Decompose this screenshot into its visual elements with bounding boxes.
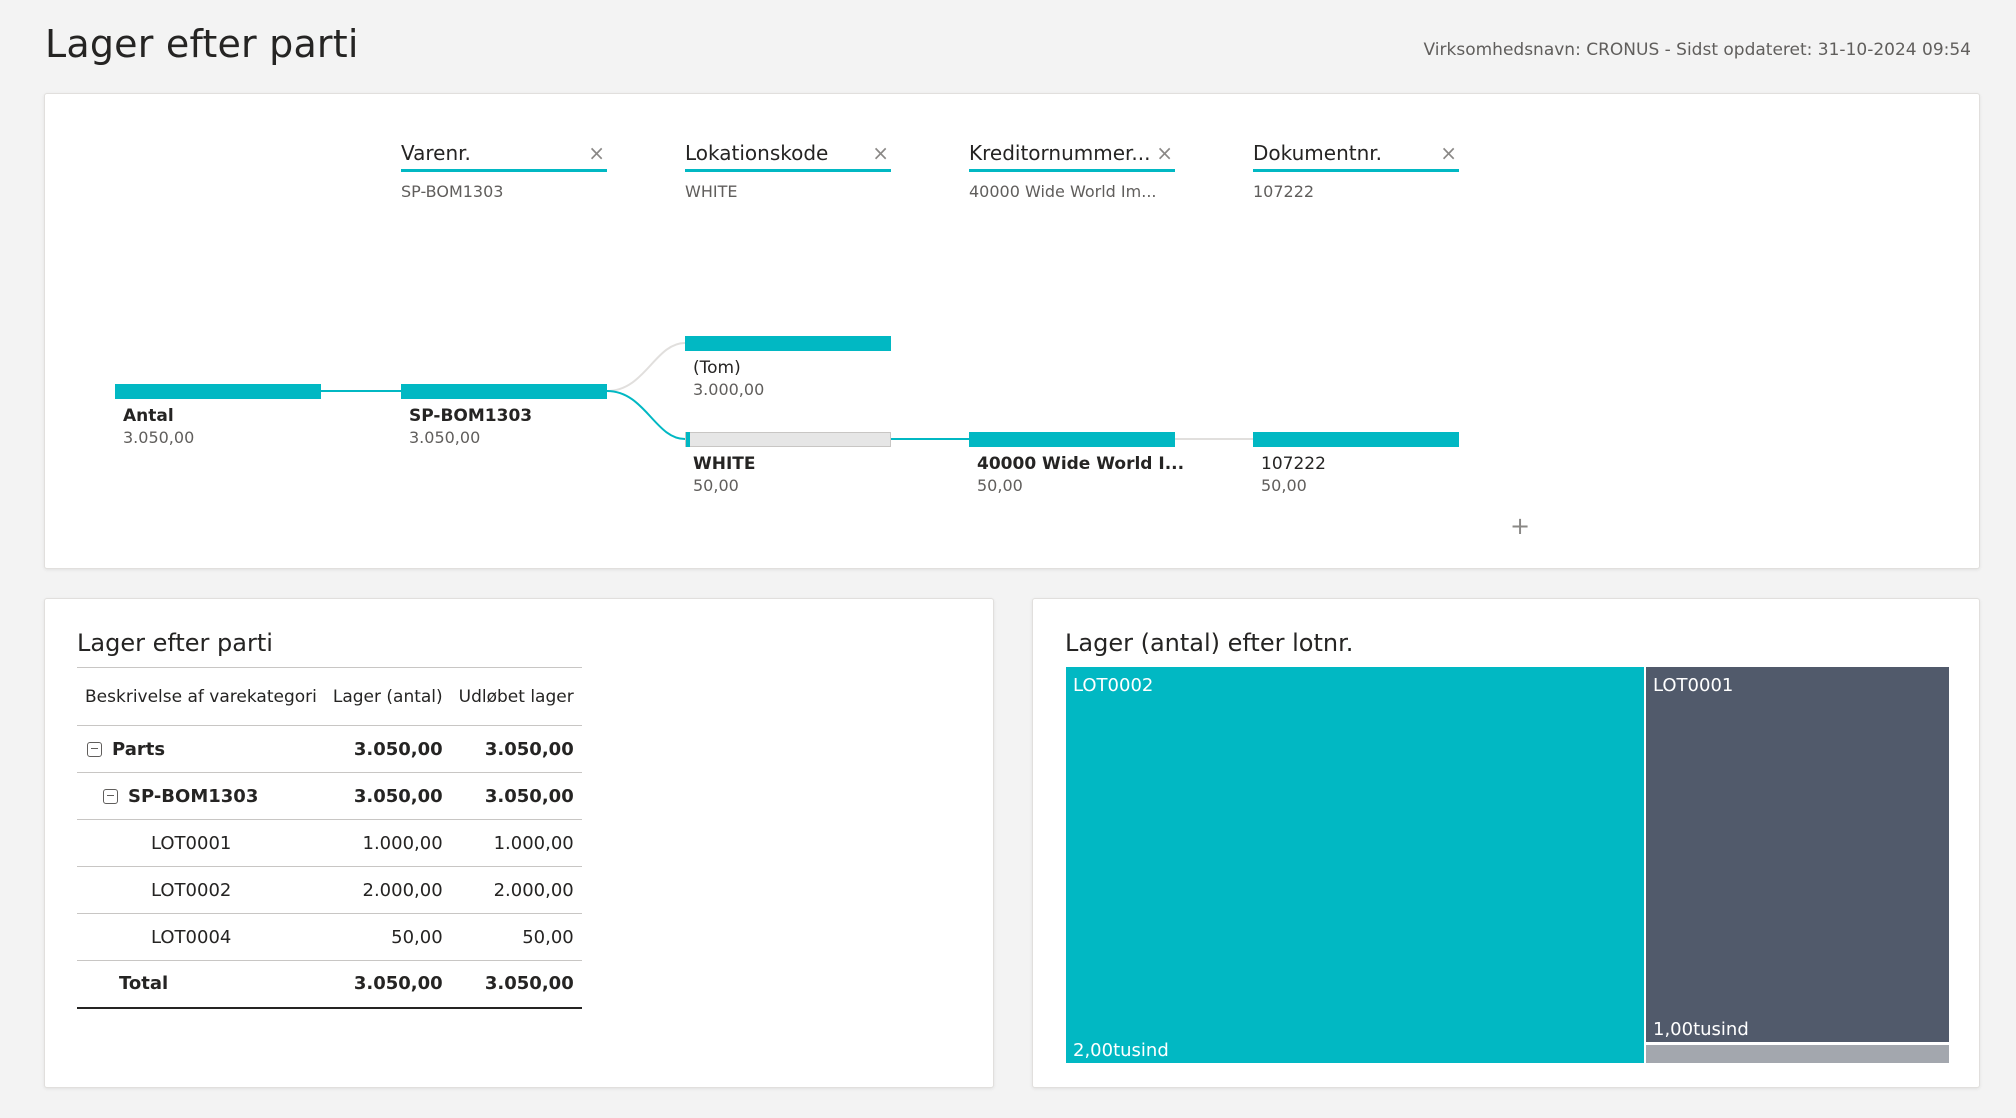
expand-plus-icon[interactable]: + bbox=[1510, 512, 1531, 540]
level-title: Lokationskode bbox=[685, 141, 829, 165]
level-selected-value: WHITE bbox=[685, 182, 738, 201]
connector-item-tom bbox=[606, 342, 686, 392]
level-selected-value: SP-BOM1303 bbox=[401, 182, 504, 201]
tile-value: 2,00tusind bbox=[1073, 1040, 1169, 1061]
node-value: 3.050,00 bbox=[409, 428, 481, 447]
treemap-tile-lot0002[interactable]: LOT0002 2,00tusind bbox=[1066, 667, 1644, 1063]
node-bar bbox=[115, 384, 321, 399]
tile-label: LOT0001 bbox=[1653, 675, 1734, 696]
row-expired: 3.050,00 bbox=[450, 960, 582, 1009]
row-qty: 3.050,00 bbox=[324, 725, 451, 773]
node-location-tom[interactable]: (Tom) 3.000,00 bbox=[685, 336, 891, 399]
node-label: WHITE bbox=[693, 454, 756, 474]
node-value: 50,00 bbox=[977, 476, 1023, 495]
node-document[interactable]: 107222 50,00 bbox=[1253, 432, 1459, 495]
node-bar bbox=[685, 432, 891, 447]
node-bar bbox=[1253, 432, 1459, 447]
row-expired: 50,00 bbox=[450, 913, 582, 961]
treemap-visual[interactable]: Lager (antal) efter lotnr. LOT0002 2,00t… bbox=[1032, 598, 1980, 1088]
row-label: SP-BOM1303 bbox=[128, 785, 259, 807]
row-qty: 1.000,00 bbox=[324, 819, 451, 867]
node-bar bbox=[401, 384, 607, 399]
level-selected-value: 40000 Wide World Im... bbox=[969, 182, 1157, 201]
node-item[interactable]: SP-BOM1303 3.050,00 bbox=[401, 384, 607, 447]
node-value: 50,00 bbox=[1261, 476, 1307, 495]
row-label: Parts bbox=[112, 738, 166, 760]
node-label: (Tom) bbox=[693, 358, 741, 378]
close-icon[interactable]: × bbox=[588, 141, 605, 165]
matrix-title: Lager efter parti bbox=[77, 629, 273, 657]
level-selected-value: 107222 bbox=[1253, 182, 1315, 201]
node-bar bbox=[685, 336, 891, 351]
matrix-visual[interactable]: Lager efter parti Beskrivelse af varekat… bbox=[44, 598, 994, 1088]
collapse-icon[interactable] bbox=[103, 788, 118, 804]
level-title: Kreditornummer... bbox=[969, 141, 1151, 165]
node-label: 107222 bbox=[1261, 454, 1326, 474]
table-row: SP-BOM1303 3.050,00 3.050,00 bbox=[77, 772, 582, 820]
row-expired: 1.000,00 bbox=[450, 819, 582, 867]
decomposition-tree-visual[interactable]: Varenr. × SP-BOM1303 Lokationskode × WHITE… bbox=[44, 93, 1980, 569]
row-qty: 3.050,00 bbox=[324, 772, 451, 820]
company-last-updated: Virksomhedsnavn: CRONUS - Sidst opdatere… bbox=[1423, 40, 1971, 60]
row-expired: 3.050,00 bbox=[450, 772, 582, 820]
table-row: Parts 3.050,00 3.050,00 bbox=[77, 725, 582, 773]
row-qty: 2.000,00 bbox=[324, 866, 451, 914]
treemap-tile-lot0001[interactable]: LOT0001 1,00tusind bbox=[1646, 667, 1949, 1042]
close-icon[interactable]: × bbox=[872, 141, 889, 165]
node-value: 3.050,00 bbox=[123, 428, 195, 447]
table-row-total: Total 3.050,00 3.050,00 bbox=[77, 960, 582, 1009]
row-label: LOT0001 bbox=[77, 819, 325, 867]
column-header-qty[interactable]: Lager (antal) bbox=[324, 667, 451, 726]
level-title: Dokumentnr. bbox=[1253, 141, 1383, 165]
page-title: Lager efter parti bbox=[45, 22, 359, 66]
row-label: Total bbox=[77, 960, 325, 1009]
level-header-item[interactable]: Varenr. × SP-BOM1303 bbox=[401, 137, 607, 201]
tree-connectors bbox=[321, 342, 1253, 440]
node-label: 40000 Wide World I... bbox=[977, 454, 1185, 474]
node-vendor[interactable]: 40000 Wide World I... 50,00 bbox=[969, 432, 1185, 495]
level-header-vendor[interactable]: Kreditornummer... × 40000 Wide World Im..… bbox=[969, 137, 1175, 201]
node-value: 3.000,00 bbox=[693, 380, 765, 399]
row-expired: 2.000,00 bbox=[450, 866, 582, 914]
table-row: LOT0004 50,00 50,00 bbox=[77, 913, 582, 961]
tile-label: LOT0002 bbox=[1073, 675, 1154, 696]
node-label: SP-BOM1303 bbox=[409, 406, 533, 426]
level-header-document[interactable]: Dokumentnr. × 107222 bbox=[1253, 137, 1459, 201]
row-label: LOT0002 bbox=[77, 866, 325, 914]
treemap-tile-lot0004[interactable] bbox=[1646, 1045, 1949, 1063]
row-expired: 3.050,00 bbox=[450, 725, 582, 773]
node-bar bbox=[969, 432, 1175, 447]
node-value: 50,00 bbox=[693, 476, 739, 495]
table-row: LOT0002 2.000,00 2.000,00 bbox=[77, 866, 582, 914]
header-metadata: Virksomhedsnavn: CRONUS - Sidst opdatere… bbox=[1424, 40, 1971, 60]
node-root[interactable]: Antal 3.050,00 bbox=[115, 384, 321, 447]
row-qty: 50,00 bbox=[324, 913, 451, 961]
treemap-title: Lager (antal) efter lotnr. bbox=[1065, 629, 1354, 657]
level-title: Varenr. bbox=[401, 141, 471, 165]
collapse-icon[interactable] bbox=[87, 741, 102, 757]
connector-item-white bbox=[606, 390, 686, 440]
level-header-location[interactable]: Lokationskode × WHITE bbox=[685, 137, 891, 201]
column-header-category[interactable]: Beskrivelse af varekategori bbox=[77, 667, 325, 726]
close-icon[interactable]: × bbox=[1156, 141, 1173, 165]
node-label: Antal bbox=[123, 406, 174, 426]
node-location-white[interactable]: WHITE 50,00 bbox=[685, 432, 891, 495]
column-header-expired[interactable]: Udløbet lager bbox=[450, 667, 582, 726]
table-row: LOT0001 1.000,00 1.000,00 bbox=[77, 819, 582, 867]
close-icon[interactable]: × bbox=[1440, 141, 1457, 165]
row-label: LOT0004 bbox=[77, 913, 325, 961]
matrix-table: Beskrivelse af varekategori Lager (antal… bbox=[77, 667, 582, 1009]
row-qty: 3.050,00 bbox=[324, 960, 451, 1009]
tile-value: 1,00tusind bbox=[1653, 1019, 1749, 1040]
